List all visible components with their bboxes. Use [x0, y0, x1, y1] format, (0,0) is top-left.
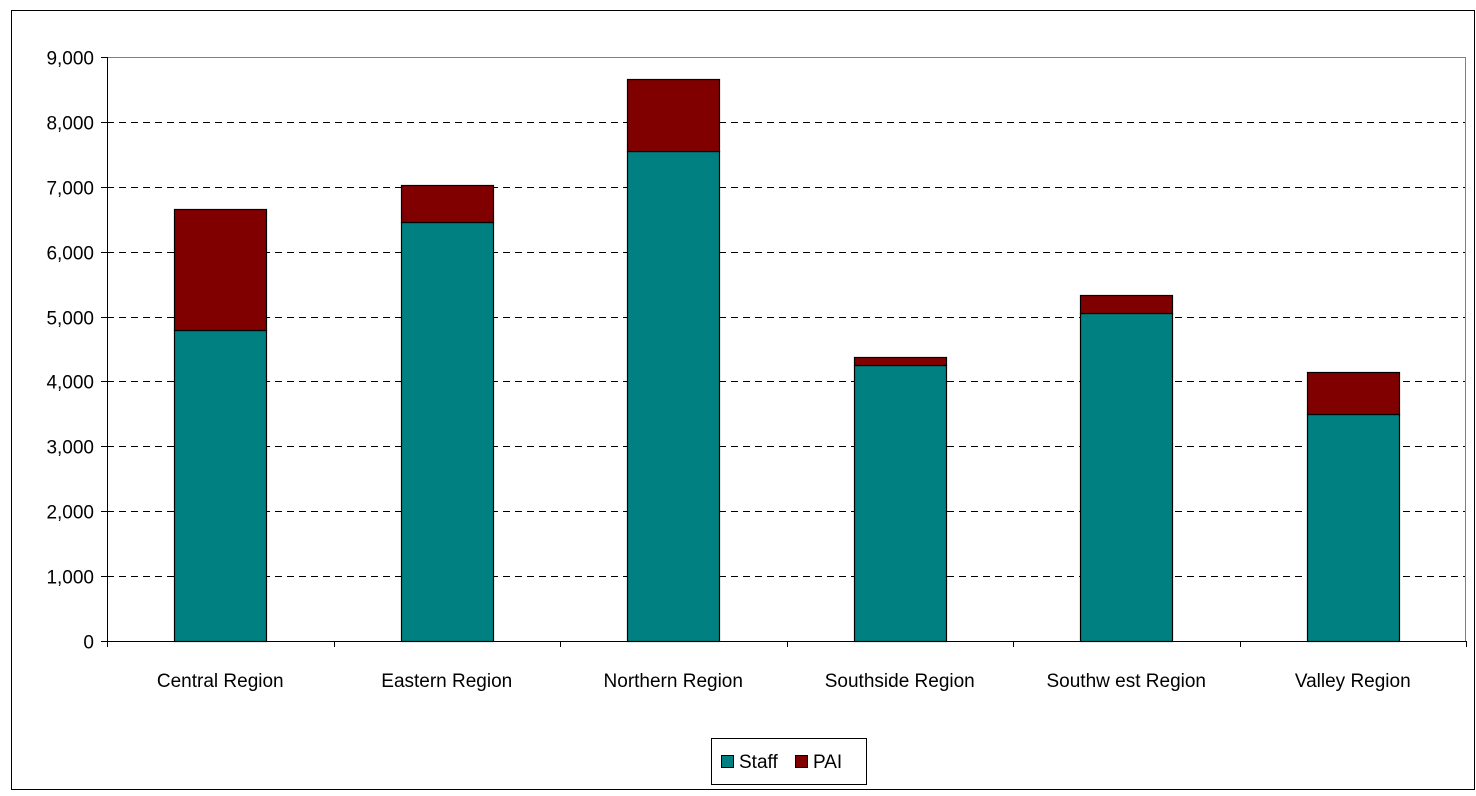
- y-tick-label: 5,000: [46, 309, 94, 330]
- y-tick-label: 7,000: [46, 179, 94, 200]
- y-tick-label: 1,000: [46, 568, 94, 589]
- bar-pai-central-region: [173, 208, 268, 332]
- bar-pai-southside-region: [853, 356, 948, 367]
- bar-pai-eastern-region: [400, 184, 495, 224]
- x-tick-label: Northern Region: [604, 671, 743, 692]
- bar-staff-northern-region: [626, 150, 721, 643]
- y-tick-label: 9,000: [46, 49, 94, 70]
- bars: [173, 78, 1401, 643]
- bar-pai-southw-est-region: [1079, 294, 1174, 315]
- legend-label-pai: PAI: [813, 752, 842, 773]
- x-tick-label: Eastern Region: [381, 671, 512, 692]
- y-tick-label: 3,000: [46, 438, 94, 459]
- bar-staff-southside-region: [853, 364, 948, 643]
- y-tick-label: 6,000: [46, 244, 94, 265]
- y-tick-label: 0: [83, 633, 94, 654]
- x-tick-label: Central Region: [157, 671, 284, 692]
- x-tick-label: Valley Region: [1295, 671, 1411, 692]
- bar-staff-eastern-region: [400, 221, 495, 643]
- legend-swatch-pai: [795, 755, 808, 768]
- x-tick-label: Southside Region: [825, 671, 975, 692]
- axes: [101, 57, 1467, 647]
- y-tick-label: 2,000: [46, 503, 94, 524]
- bar-staff-central-region: [173, 329, 268, 643]
- y-tick-label: 4,000: [46, 373, 94, 394]
- bar-staff-valley-region: [1306, 413, 1401, 643]
- x-tick-label: Southw est Region: [1047, 671, 1207, 692]
- bar-staff-southw-est-region: [1079, 312, 1174, 643]
- legend: Staff PAI: [711, 738, 867, 785]
- legend-label-staff: Staff: [739, 752, 778, 773]
- y-tick-label: 8,000: [46, 114, 94, 135]
- legend-swatch-staff: [721, 755, 734, 768]
- bar-pai-northern-region: [626, 78, 721, 153]
- bar-pai-valley-region: [1306, 371, 1401, 416]
- tick-labels: 0 1,000 2,000 3,000 4,000 5,000 6,000 7,000 8,00…: [46, 49, 1410, 693]
- legend-box: [711, 738, 867, 785]
